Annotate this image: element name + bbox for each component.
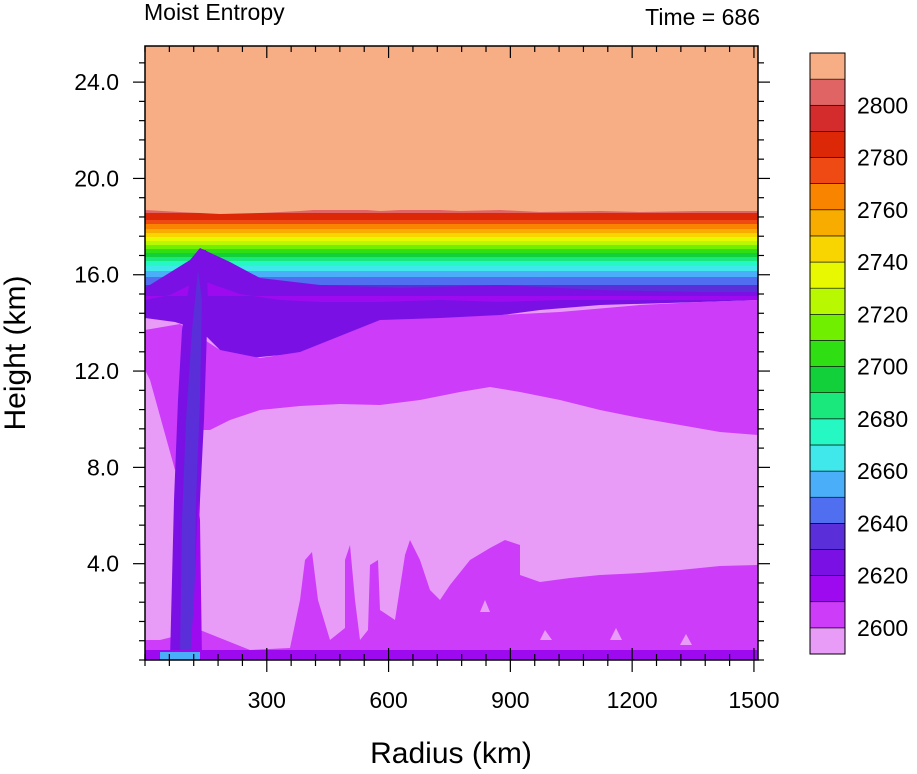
colorbar-swatch	[809, 52, 846, 80]
y-tick-label: 8.0	[87, 454, 119, 480]
y-tick-label: 4.0	[87, 551, 119, 577]
chart-subtitle: Time = 686	[645, 4, 760, 30]
colorbar-swatch	[809, 314, 846, 341]
contour-plot	[145, 46, 758, 660]
colorbar-label: 2660	[857, 458, 908, 484]
x-tick-label: 1200	[607, 687, 658, 713]
colorbar-swatch	[809, 340, 846, 367]
y-tick-label: 12.0	[74, 358, 119, 384]
tropopause-edge	[145, 46, 758, 214]
colorbar-swatch	[809, 549, 846, 576]
plot-frame	[144, 45, 759, 661]
colorbar-swatch	[809, 366, 846, 393]
field-surface-blue	[160, 652, 200, 660]
colorbar-swatch	[809, 209, 846, 237]
colorbar-swatch	[809, 261, 846, 289]
colorbar-label: 2780	[857, 145, 908, 171]
colorbar-swatch	[809, 235, 846, 263]
colorbar-label: 2620	[857, 563, 908, 589]
field-mid-troposphere	[145, 300, 758, 470]
colorbar-label: 2700	[857, 354, 908, 380]
colorbar-swatch	[809, 287, 846, 315]
y-axis-label: Height (km)	[0, 275, 32, 430]
field-boundary-layer	[145, 540, 758, 660]
colorbar-swatch	[809, 131, 846, 158]
y-axis: 4.0 8.0 12.0 16.0 20.0 24.0	[74, 62, 770, 661]
colorbar-label: 2640	[857, 510, 908, 536]
colorbar-label: 2760	[857, 197, 908, 223]
field-eyewall-inner	[180, 270, 202, 660]
colorbar-frame	[809, 52, 846, 655]
x-tick-label: 600	[369, 687, 407, 713]
colorbar-label: 2740	[857, 249, 908, 275]
y-tick-label: 24.0	[74, 69, 119, 95]
colorbar-label: 2720	[857, 301, 908, 327]
colorbar-swatch	[809, 627, 846, 655]
colorbar-swatch	[809, 523, 846, 550]
colorbar-swatch	[809, 157, 846, 184]
colorbar-label: 2600	[857, 615, 908, 641]
colorbar-swatch	[809, 418, 846, 446]
chart-title: Moist Entropy	[144, 0, 285, 25]
x-axis-label: Radius (km)	[370, 737, 532, 770]
field-eyewall-tower	[190, 500, 202, 660]
colorbar-swatch	[809, 104, 846, 132]
colorbar: 2600 2620 2640 2660 2680 2700 2720 2740 2760 2780…	[809, 52, 908, 655]
colorbar-swatch	[809, 601, 846, 629]
x-tick-label: 300	[248, 687, 286, 713]
colorbar-swatch	[809, 496, 846, 524]
field-deep-purple	[145, 248, 758, 360]
field-surface-layer	[145, 650, 758, 660]
y-tick-label: 20.0	[74, 165, 119, 191]
colorbar-swatch	[809, 183, 846, 211]
field-violet-top	[145, 280, 758, 302]
colorbar-label: 2800	[857, 92, 908, 118]
colorbar-swatch	[809, 78, 846, 106]
colorbar-swatch	[809, 575, 846, 603]
colorbar-swatch	[809, 470, 846, 498]
colorbar-swatch	[809, 444, 846, 472]
x-tick-label: 900	[491, 687, 529, 713]
x-axis: 300 600 900 1200 1500	[144, 46, 780, 713]
x-tick-label: 1500	[728, 687, 779, 713]
colorbar-swatch	[809, 392, 846, 420]
y-tick-label: 16.0	[74, 262, 119, 288]
colorbar-label: 2680	[857, 406, 908, 432]
